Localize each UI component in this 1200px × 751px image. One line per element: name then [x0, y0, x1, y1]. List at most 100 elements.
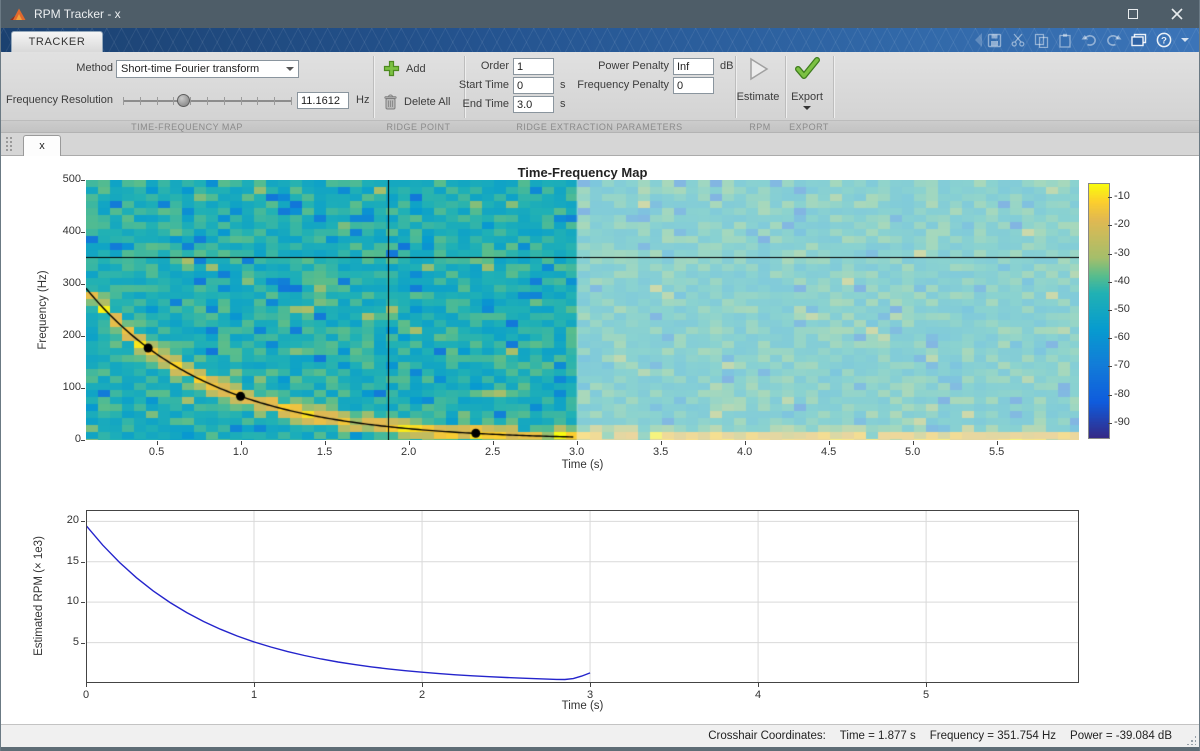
tick-mark [81, 388, 85, 389]
close-icon [1171, 8, 1183, 20]
order-input[interactable] [513, 58, 554, 75]
slider-thumb[interactable] [176, 94, 190, 107]
qat-dropdown-icon[interactable] [1181, 38, 1189, 46]
export-label: Export [791, 91, 823, 103]
tick-label: 5 [72, 635, 79, 648]
undo-icon[interactable] [1081, 33, 1097, 47]
tick-mark [408, 441, 410, 445]
tick-mark [1108, 310, 1112, 311]
tick-mark [254, 683, 256, 687]
delete-all-label: Delete All [404, 96, 451, 108]
cut-icon[interactable] [1011, 33, 1025, 47]
tick-mark [1108, 197, 1112, 199]
maximize-button[interactable] [1111, 0, 1155, 28]
tick-label: 20 [66, 514, 79, 527]
freq-penalty-label: Frequency Penalty [577, 79, 669, 91]
method-dropdown[interactable]: Short-time Fourier transform [116, 60, 299, 78]
tick-label: -10 [1114, 190, 1130, 203]
tick-mark [1108, 422, 1112, 424]
status-bar: Crosshair Coordinates: Time = 1.877 s Fr… [1, 724, 1199, 747]
tick-label: 5.0 [905, 446, 921, 458]
windows-layout-icon[interactable] [1131, 33, 1147, 47]
resize-grip[interactable] [1186, 735, 1196, 745]
tick-label: -20 [1114, 218, 1130, 231]
tick-mark [1108, 253, 1112, 255]
add-label: Add [406, 62, 426, 75]
tick-label: -80 [1114, 387, 1130, 400]
tick-label: 1 [250, 689, 258, 701]
export-button[interactable]: Export [784, 56, 830, 114]
tick-mark [1108, 225, 1112, 227]
window-bottom-edge [1, 747, 1199, 751]
tick-mark [492, 441, 494, 445]
tick-label: 0.5 [148, 446, 165, 458]
tick-mark [81, 284, 85, 285]
trash-icon [384, 94, 397, 110]
estimate-button[interactable]: Estimate [735, 56, 781, 103]
tick-mark [1108, 338, 1112, 340]
tick-mark [996, 441, 998, 445]
crosshair-time-value: Time = 1.877 s [839, 730, 916, 742]
tick-label: 0 [74, 433, 81, 445]
close-button[interactable] [1155, 0, 1199, 28]
tab-grip-handle[interactable] [5, 136, 14, 153]
tick-mark [1108, 366, 1112, 368]
method-label: Method [76, 62, 113, 74]
tab-tracker[interactable]: TRACKER [11, 31, 103, 52]
tick-label: 4.0 [736, 446, 753, 458]
order-label: Order [480, 60, 509, 72]
add-button[interactable]: Add [383, 60, 426, 77]
ribbon-tab-strip: TRACKER ? [1, 28, 1199, 52]
tick-label: 4.5 [820, 446, 837, 458]
save-icon[interactable] [987, 33, 1002, 48]
spectrogram-plot[interactable] [86, 180, 1079, 440]
tick-label: 100 [62, 381, 81, 393]
tick-mark [81, 561, 85, 563]
colorbar [1088, 183, 1110, 439]
power-penalty-label: Power Penalty [598, 60, 669, 72]
freq-resolution-unit: Hz [356, 94, 370, 106]
method-dropdown-value: Short-time Fourier transform [121, 63, 260, 75]
end-time-unit: s [560, 98, 566, 110]
power-penalty-unit: dB [720, 60, 734, 72]
end-time-input[interactable] [513, 96, 554, 113]
tick-mark [86, 683, 87, 687]
tick-mark [324, 441, 326, 445]
start-time-unit: s [560, 79, 566, 91]
tick-label: 2 [418, 689, 426, 701]
paste-icon[interactable] [1058, 33, 1072, 48]
ribbon-section-strip: TIME-FREQUENCY MAP RIDGE POINT RIDGE EXT… [1, 120, 1199, 133]
redo-icon[interactable] [1106, 33, 1122, 47]
tick-mark [81, 602, 85, 604]
tick-label: 400 [62, 225, 81, 237]
tick-label: 2.0 [400, 446, 417, 458]
freq-resolution-slider[interactable] [123, 92, 292, 109]
tick-label: -40 [1114, 274, 1130, 287]
freq-resolution-label: Frequency Resolution [5, 94, 113, 106]
tick-mark [81, 336, 85, 337]
tick-label: 1.5 [316, 446, 333, 458]
freq-resolution-input[interactable] [297, 92, 349, 109]
tick-label: -70 [1114, 359, 1130, 372]
tick-label: 3.0 [568, 446, 585, 458]
copy-icon[interactable] [1034, 33, 1049, 48]
tick-mark [660, 441, 662, 445]
tick-label: -90 [1114, 415, 1130, 428]
tick-label: 1.0 [232, 446, 249, 458]
help-icon[interactable]: ? [1156, 32, 1172, 48]
start-time-input[interactable] [513, 77, 554, 94]
document-tab-x[interactable]: x [23, 135, 61, 156]
tick-label: 200 [62, 329, 81, 341]
tick-label: -30 [1114, 246, 1130, 259]
delete-all-button[interactable]: Delete All [383, 94, 450, 110]
section-label-export: EXPORT [789, 122, 829, 132]
tick-label: 2.5 [484, 446, 501, 458]
power-penalty-input[interactable] [673, 58, 714, 75]
tick-mark [422, 683, 424, 687]
freq-penalty-input[interactable] [673, 77, 714, 94]
tick-mark [81, 232, 85, 233]
chevron-down-icon [286, 67, 294, 75]
tick-label: 5 [923, 689, 930, 701]
tick-label: -50 [1114, 303, 1130, 315]
